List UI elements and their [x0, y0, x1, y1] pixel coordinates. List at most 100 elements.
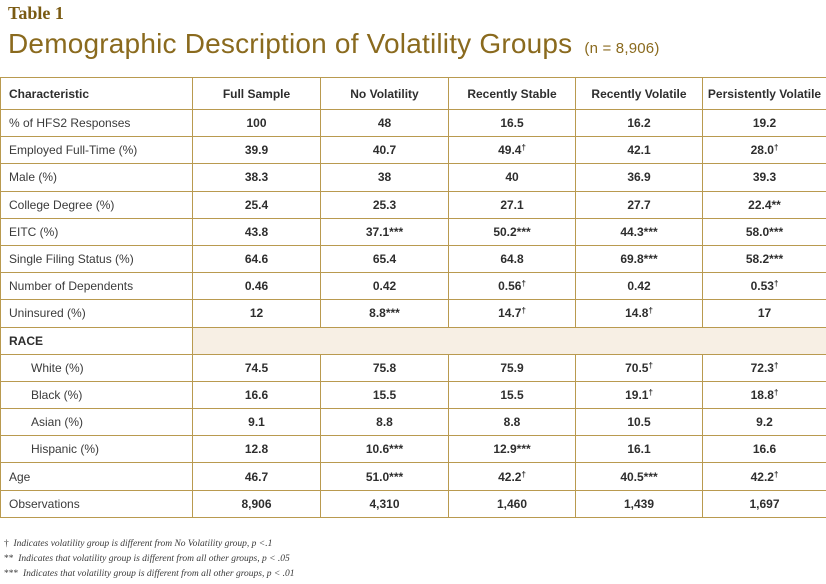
table-cell: 74.5	[192, 353, 321, 382]
table-cell: 40.7	[320, 136, 449, 165]
table-cell: 12.8	[192, 435, 321, 464]
table-cell: 42.1	[575, 136, 703, 165]
row-label: Asian (%)	[0, 408, 193, 437]
table-cell: 0.53†	[702, 272, 826, 301]
table-cell: 19.2	[702, 108, 826, 138]
table-cell: 39.9	[192, 136, 321, 165]
table-cell: 58.0***	[702, 217, 826, 246]
table-cell: 39.3	[702, 163, 826, 192]
table-cell: 36.9	[575, 163, 703, 192]
row-label: Male (%)	[0, 163, 193, 192]
table-row: Uninsured (%) 12 8.8*** 14.7† 14.8† 17	[0, 299, 826, 328]
table-cell: 19.1†	[575, 380, 703, 410]
table-cell: 40.5***	[575, 462, 703, 491]
table-cell: 8.8	[320, 408, 449, 437]
table-cell: 16.6	[702, 435, 826, 464]
table-cell: 42.2†	[702, 462, 826, 491]
sample-size-note: (n = 8,906)	[584, 40, 660, 57]
footnotes: † Indicates volatility group is differen…	[4, 537, 295, 582]
table-cell: 14.7†	[448, 299, 576, 328]
table-cell: 0.42	[320, 272, 449, 301]
table-row: White (%) 74.5 75.8 75.9 70.5† 72.3†	[0, 353, 826, 382]
column-header: Full Sample	[192, 77, 321, 110]
table-cell: 37.1***	[320, 217, 449, 246]
table-cell: 38	[320, 163, 449, 192]
table-cell: 27.7	[575, 190, 703, 219]
footnote-mark: ***	[4, 569, 19, 579]
table-cell: 17	[702, 299, 826, 328]
table-cell: 4,310	[320, 489, 449, 518]
table-cell: 44.3***	[575, 217, 703, 246]
table-body: % of HFS2 Responses 100 48 16.5 16.2 19.2 Empl…	[0, 108, 826, 518]
table-cell: 8.8***	[320, 299, 449, 328]
table-title: Demographic Description of Volatility Gr…	[8, 28, 660, 60]
table-cell: 0.56†	[448, 272, 576, 301]
table-cell: 25.4	[192, 190, 321, 219]
footnote-text: Indicates that volatility group is diffe…	[18, 554, 290, 564]
table-cell: 0.46	[192, 272, 321, 301]
footnote: *** Indicates that volatility group is d…	[4, 567, 295, 582]
table-cell: 69.8***	[575, 244, 703, 274]
footnote-mark: †	[4, 539, 9, 549]
table-cell: 70.5†	[575, 353, 703, 382]
column-header: Recently Volatile	[575, 77, 703, 110]
row-label: Number of Dependents	[0, 272, 193, 301]
table-row: Number of Dependents 0.46 0.42 0.56† 0.42 0.5…	[0, 272, 826, 301]
table-cell: 16.1	[575, 435, 703, 464]
table-cell: 65.4	[320, 244, 449, 274]
row-label: White (%)	[0, 353, 193, 382]
table-cell: 64.6	[192, 244, 321, 274]
row-label: Hispanic (%)	[0, 435, 193, 464]
table-row: % of HFS2 Responses 100 48 16.5 16.2 19.2	[0, 108, 826, 138]
table-cell: 18.8†	[702, 380, 826, 410]
column-header: No Volatility	[320, 77, 449, 110]
table-row: EITC (%) 43.8 37.1*** 50.2*** 44.3*** 58.0***	[0, 217, 826, 246]
table-cell: 1,460	[448, 489, 576, 518]
row-label: College Degree (%)	[0, 190, 193, 219]
table-cell: 9.2	[702, 408, 826, 437]
table-cell: 25.3	[320, 190, 449, 219]
footnote-mark: **	[4, 554, 14, 564]
table-cell: 15.5	[448, 380, 576, 410]
table-cell: 75.9	[448, 353, 576, 382]
table-row: Single Filing Status (%) 64.6 65.4 64.8 69.8…	[0, 244, 826, 274]
race-section-fill	[192, 326, 826, 355]
header-row: Characteristic Full Sample No Volatility…	[0, 77, 826, 110]
footnote: † Indicates volatility group is differen…	[4, 537, 295, 552]
table-cell: 42.2†	[448, 462, 576, 491]
table-cell: 58.2***	[702, 244, 826, 274]
table-cell: 22.4**	[702, 190, 826, 219]
table-cell: 27.1	[448, 190, 576, 219]
table-cell: 0.42	[575, 272, 703, 301]
table-cell: 51.0***	[320, 462, 449, 491]
table-cell: 100	[192, 108, 321, 138]
table-cell: 64.8	[448, 244, 576, 274]
table-cell: 16.2	[575, 108, 703, 138]
table-cell: 43.8	[192, 217, 321, 246]
table-cell: 8.8	[448, 408, 576, 437]
table-cell: 72.3†	[702, 353, 826, 382]
table-cell: 10.5	[575, 408, 703, 437]
table-cell: 12	[192, 299, 321, 328]
row-label: EITC (%)	[0, 217, 193, 246]
footnote-text: Indicates volatility group is different …	[13, 539, 273, 549]
footnote-text: Indicates that volatility group is diffe…	[23, 569, 295, 579]
table-row: College Degree (%) 25.4 25.3 27.1 27.7 22.4**	[0, 190, 826, 219]
table-cell: 16.6	[192, 380, 321, 410]
table-row: Observations 8,906 4,310 1,460 1,439 1,697	[0, 489, 826, 518]
table-cell: 1,697	[702, 489, 826, 518]
row-label: Observations	[0, 489, 193, 518]
table-cell: 46.7	[192, 462, 321, 491]
table-cell: 16.5	[448, 108, 576, 138]
table-cell: 12.9***	[448, 435, 576, 464]
table-cell: 40	[448, 163, 576, 192]
column-header: Persistently Volatile	[702, 77, 826, 110]
table-cell: 48	[320, 108, 449, 138]
race-section-row: RACE	[0, 326, 826, 355]
table-row: Employed Full-Time (%) 39.9 40.7 49.4† 42.1 2…	[0, 136, 826, 165]
table-cell: 1,439	[575, 489, 703, 518]
row-label: Black (%)	[0, 380, 193, 410]
footnote: ** Indicates that volatility group is di…	[4, 552, 295, 567]
demographic-table: Characteristic Full Sample No Volatility…	[0, 77, 826, 518]
column-header: Recently Stable	[448, 77, 576, 110]
